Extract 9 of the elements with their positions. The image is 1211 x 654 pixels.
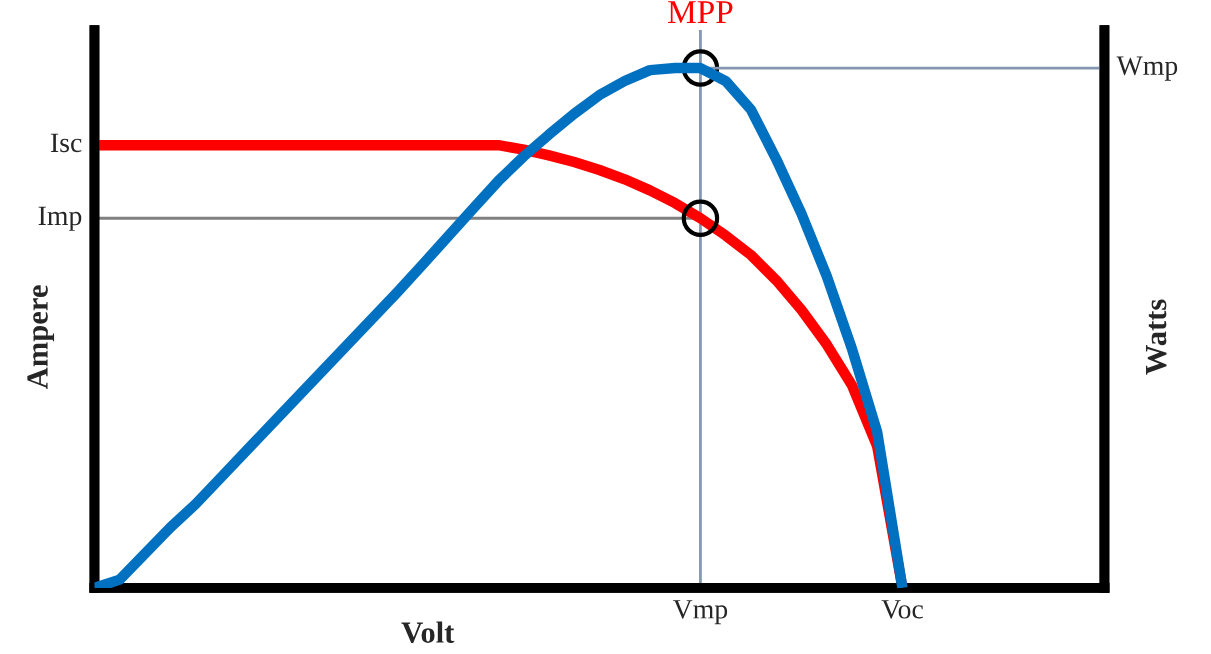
x-axis-title: Volt	[401, 621, 455, 644]
y2-axis-title: Watts	[1146, 299, 1167, 375]
ref-line-label: Imp	[38, 206, 82, 231]
x-tick-label: Vmp	[672, 600, 728, 625]
y-axis-title: Ampere	[27, 285, 55, 389]
ref-line-label: Wmp	[1116, 56, 1178, 81]
text: Isc	[50, 133, 82, 153]
x-tick-label: Voc	[881, 600, 923, 619]
text: MPP	[668, 1, 733, 23]
